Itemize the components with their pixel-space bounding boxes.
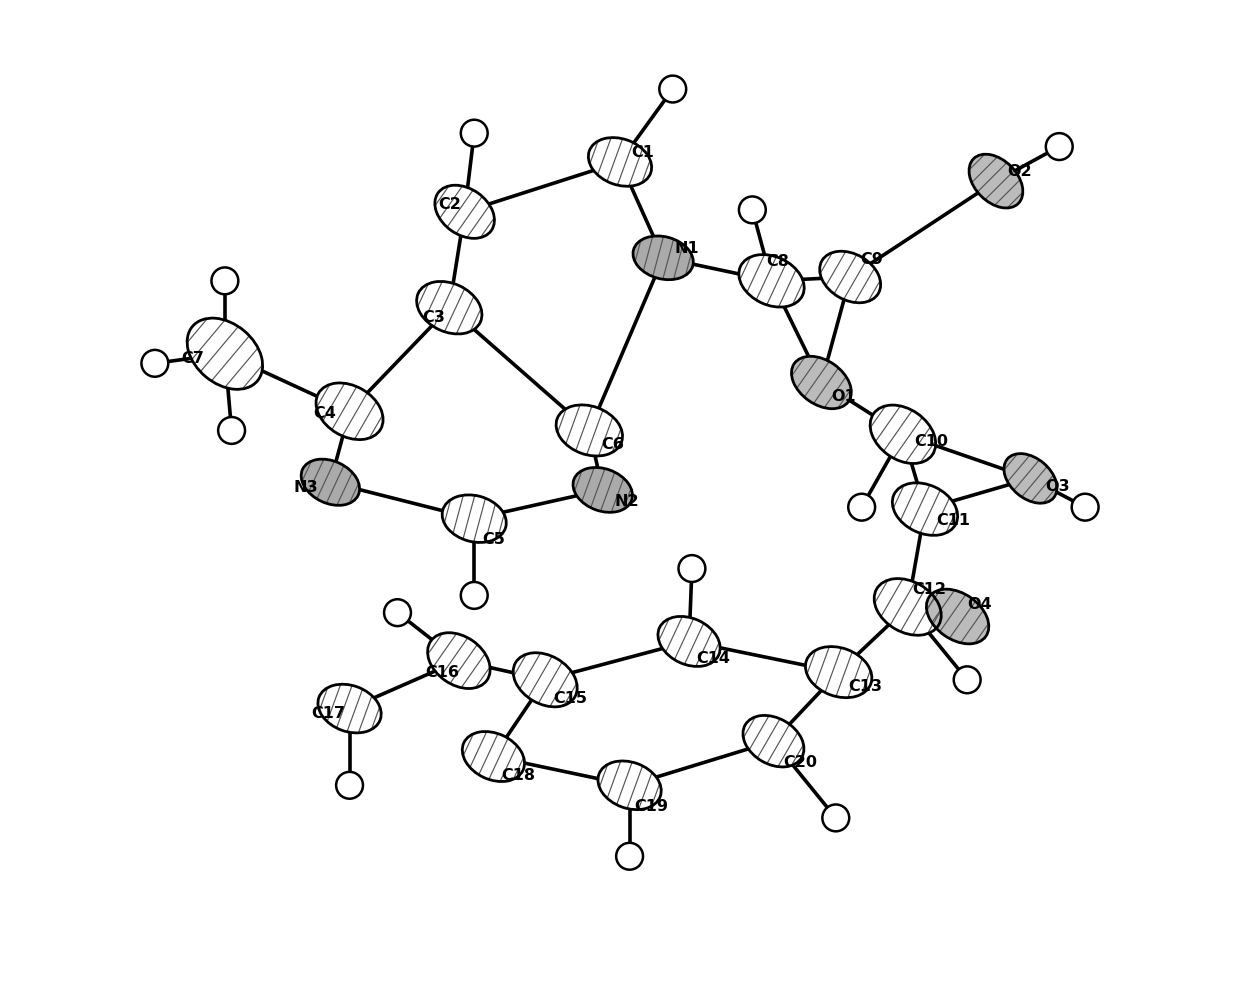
- Circle shape: [739, 197, 766, 224]
- Circle shape: [848, 494, 875, 520]
- Text: N3: N3: [294, 480, 319, 495]
- Ellipse shape: [316, 383, 383, 440]
- Text: C20: C20: [782, 755, 817, 770]
- Circle shape: [616, 843, 644, 870]
- Ellipse shape: [874, 578, 941, 635]
- Ellipse shape: [435, 185, 495, 239]
- Ellipse shape: [791, 357, 852, 409]
- Circle shape: [461, 582, 487, 608]
- Text: C10: C10: [914, 435, 949, 450]
- Text: C12: C12: [913, 582, 946, 597]
- Ellipse shape: [573, 468, 632, 512]
- Ellipse shape: [870, 405, 936, 464]
- Ellipse shape: [743, 715, 804, 767]
- Circle shape: [384, 599, 410, 626]
- Text: O2: O2: [1007, 164, 1032, 179]
- Circle shape: [822, 804, 849, 831]
- Ellipse shape: [513, 652, 577, 707]
- Ellipse shape: [588, 138, 652, 186]
- Circle shape: [141, 350, 169, 377]
- Ellipse shape: [443, 495, 506, 542]
- Circle shape: [218, 417, 246, 444]
- Ellipse shape: [820, 252, 880, 303]
- Text: C6: C6: [601, 438, 624, 453]
- Ellipse shape: [598, 761, 661, 809]
- Text: C15: C15: [553, 691, 587, 706]
- Circle shape: [212, 268, 238, 295]
- Text: C17: C17: [311, 706, 345, 721]
- Text: N1: N1: [675, 241, 699, 256]
- Text: C3: C3: [423, 310, 445, 325]
- Ellipse shape: [463, 731, 525, 781]
- Ellipse shape: [968, 154, 1023, 208]
- Ellipse shape: [187, 318, 263, 390]
- Text: C9: C9: [859, 252, 883, 268]
- Ellipse shape: [658, 616, 720, 666]
- Text: C7: C7: [182, 351, 205, 366]
- Text: C1: C1: [631, 145, 655, 160]
- Text: C18: C18: [501, 768, 536, 783]
- Circle shape: [1071, 494, 1099, 520]
- Ellipse shape: [428, 632, 490, 688]
- Circle shape: [954, 666, 981, 693]
- Text: C16: C16: [425, 664, 459, 679]
- Ellipse shape: [806, 646, 872, 697]
- Text: N2: N2: [614, 494, 639, 508]
- Ellipse shape: [926, 589, 988, 643]
- Ellipse shape: [893, 483, 957, 535]
- Ellipse shape: [739, 255, 805, 307]
- Text: C11: C11: [936, 513, 971, 528]
- Text: C19: C19: [635, 799, 668, 814]
- Text: C2: C2: [438, 197, 460, 212]
- Ellipse shape: [1004, 454, 1056, 503]
- Ellipse shape: [417, 282, 482, 334]
- Text: C14: C14: [697, 651, 730, 666]
- Circle shape: [461, 120, 487, 147]
- Ellipse shape: [317, 684, 381, 733]
- Circle shape: [336, 772, 363, 799]
- Ellipse shape: [301, 460, 360, 505]
- Text: C4: C4: [314, 406, 336, 421]
- Text: C5: C5: [482, 532, 505, 547]
- Circle shape: [660, 76, 686, 103]
- Text: O4: O4: [967, 597, 992, 612]
- Circle shape: [1045, 133, 1073, 160]
- Ellipse shape: [632, 236, 693, 280]
- Text: O1: O1: [831, 390, 856, 405]
- Ellipse shape: [556, 405, 622, 456]
- Text: C8: C8: [766, 254, 790, 269]
- Text: C13: C13: [848, 679, 882, 694]
- Text: O3: O3: [1045, 479, 1069, 494]
- Circle shape: [678, 555, 706, 582]
